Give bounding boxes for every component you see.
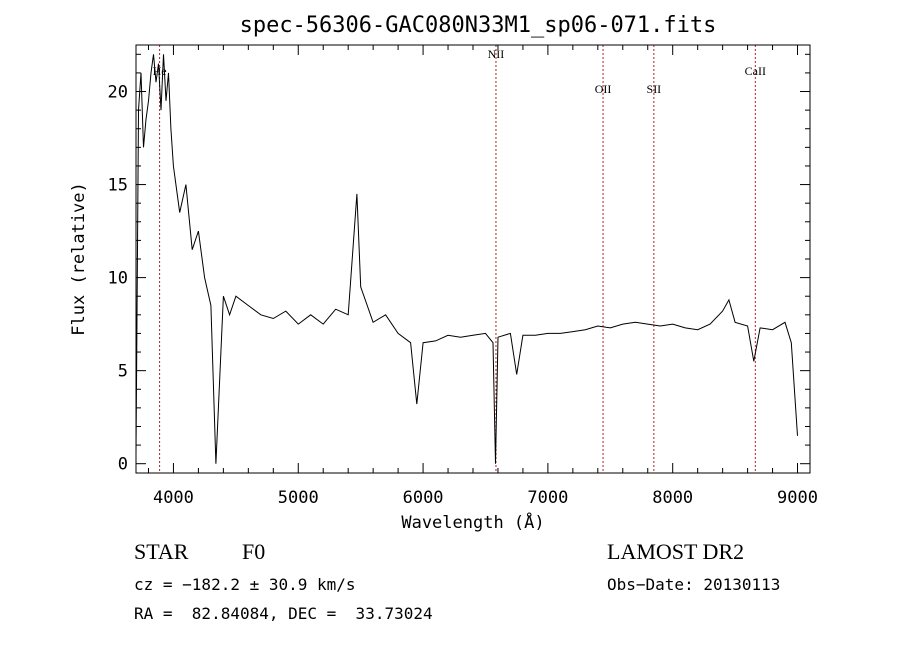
observation-date: Obs−Date: 20130113: [607, 575, 781, 594]
x-tick-label: 5000: [278, 488, 319, 508]
x-tick-label: 4000: [153, 488, 194, 508]
x-tick-label: 6000: [403, 488, 444, 508]
line-label-caii: CaII: [745, 64, 766, 78]
plot-frame: [135, 44, 811, 474]
survey-name: LAMOST DR2: [607, 539, 745, 564]
y-axis-label: Flux (relative): [69, 182, 89, 336]
y-tick-label: 5: [118, 362, 128, 382]
spectrum-series-line: [135, 54, 798, 464]
chart-title: spec-56306-GAC080N33M1_sp06-071.fits: [240, 13, 717, 38]
y-axis-ticks: 0 5 10 15 20: [108, 53, 810, 475]
y-tick-label: 20: [108, 83, 128, 103]
y-tick-label: 15: [108, 176, 128, 196]
x-axis-ticks: 4000 5000 6000 7000 8000 9000: [147, 45, 818, 508]
redshift-cz: cz = −182.2 ± 30.9 km/s: [134, 575, 356, 594]
coordinates: RA = 82.84084, DEC = 33.73024: [134, 604, 433, 623]
line-label-oii: OII: [595, 82, 612, 96]
x-tick-label: 7000: [527, 488, 568, 508]
line-label-nii: NII: [488, 47, 505, 61]
x-axis-label: Wavelength (Å): [401, 511, 544, 533]
object-class: STAR: [134, 539, 189, 564]
object-subclass: F0: [242, 539, 266, 564]
x-tick-label: 9000: [777, 488, 818, 508]
y-tick-label: 10: [108, 269, 128, 289]
y-tick-label: 0: [118, 455, 128, 475]
emission-line-markers: [159, 45, 756, 473]
line-label-sii: SII: [647, 82, 662, 96]
x-tick-label: 8000: [652, 488, 693, 508]
